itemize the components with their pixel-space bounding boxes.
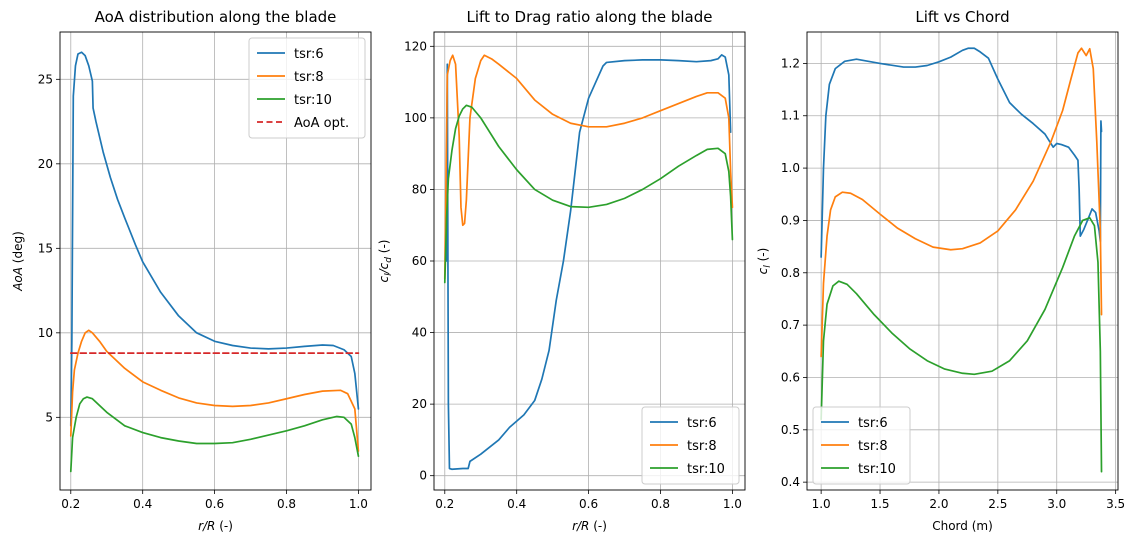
x-tick-label: 1.5 <box>870 497 889 511</box>
series-line-tsr-8 <box>69 329 360 452</box>
legend-label: tsr:10 <box>858 462 896 477</box>
y-tick-label: 0.8 <box>781 266 800 280</box>
series-line-tsr-6 <box>69 51 360 427</box>
legend-box <box>812 406 911 485</box>
y-tick-label: 10 <box>38 326 53 340</box>
legend-label: tsr:6 <box>687 416 717 431</box>
x-tick-label: 2.5 <box>988 497 1007 511</box>
x-axis-label: r/R (-) <box>572 519 607 533</box>
y-tick-label: 1.2 <box>781 56 800 70</box>
y-tick-label: 0.6 <box>781 370 800 384</box>
series-line-tsr-8 <box>820 47 1103 358</box>
y-tick-label: 0 <box>419 469 427 483</box>
legend-box <box>641 406 740 485</box>
x-tick-label: 1.0 <box>349 497 368 511</box>
x-tick-label: 0.6 <box>205 497 224 511</box>
x-tick-label: 0.2 <box>61 497 80 511</box>
y-tick-label: 80 <box>412 182 427 196</box>
y-tick-label: 5 <box>45 410 53 424</box>
legend-label: tsr:8 <box>294 70 324 85</box>
plot-frame <box>433 31 746 491</box>
y-tick-label: 0.9 <box>781 213 800 227</box>
series-line-tsr-10 <box>443 104 734 284</box>
x-tick-label: 0.2 <box>435 497 454 511</box>
aoa-chart-title: AoA distribution along the blade <box>95 8 337 26</box>
series-line-tsr-10 <box>820 216 1103 473</box>
plot-frame <box>59 31 372 491</box>
x-tick-label: 1.0 <box>812 497 831 511</box>
plot-frame <box>806 31 1119 491</box>
y-tick-label: 20 <box>412 397 427 411</box>
x-tick-label: 1.0 <box>723 497 742 511</box>
y-tick-label: 25 <box>38 72 53 86</box>
y-tick-label: 40 <box>412 326 427 340</box>
legend: tsr:6 tsr:8 tsr:10 AoA opt. <box>248 37 366 139</box>
legend: tsr:6 tsr:8 tsr:10 <box>812 406 911 485</box>
legend-label: AoA opt. <box>294 116 349 131</box>
aoa-panel: AoA distribution along the blade 0.2 0.4 0… <box>11 8 372 533</box>
y-tick-label: 0.7 <box>781 318 800 332</box>
y-tick-label: 120 <box>404 39 427 53</box>
y-tick-label: 20 <box>38 157 53 171</box>
legend-label: tsr:10 <box>687 462 725 477</box>
y-axis-label: cl (-) <box>756 248 773 275</box>
legend-label: tsr:6 <box>858 416 888 431</box>
lift-chord-panel: Lift vs Chord 1.0 1.5 2.0 2.5 3.0 3.5 0.4 0.5 0.… <box>756 8 1125 533</box>
legend-label: tsr:10 <box>294 93 332 108</box>
x-tick-label: 0.4 <box>507 497 526 511</box>
legend-label: tsr:8 <box>687 439 717 454</box>
legend: tsr:6 tsr:8 tsr:10 <box>641 406 740 485</box>
series-line-tsr-8 <box>443 54 734 280</box>
y-tick-label: 0.5 <box>781 423 800 437</box>
legend-label: tsr:6 <box>294 47 324 62</box>
lift-drag-panel: Lift to Drag ratio along the blade 0.2 0.… <box>377 8 746 533</box>
x-tick-label: 0.8 <box>651 497 670 511</box>
y-tick-label: 60 <box>412 254 427 268</box>
y-axis-label: cl/cd (-) <box>377 239 394 282</box>
series-line-tsr-10 <box>69 396 360 473</box>
legend-box <box>248 37 366 139</box>
y-tick-label: 100 <box>404 111 427 125</box>
series-line-tsr-6 <box>820 47 1103 258</box>
x-tick-label: 3.5 <box>1106 497 1125 511</box>
x-tick-label: 3.0 <box>1047 497 1066 511</box>
x-tick-label: 0.8 <box>277 497 296 511</box>
y-tick-label: 1.1 <box>781 109 800 123</box>
lift-chord-chart-title: Lift vs Chord <box>915 8 1009 26</box>
y-tick-label: 15 <box>38 241 53 255</box>
series-line-tsr-6 <box>445 54 732 471</box>
legend-label: tsr:8 <box>858 439 888 454</box>
x-axis-label: Chord (m) <box>932 519 993 533</box>
x-tick-label: 2.0 <box>929 497 948 511</box>
y-axis-label: AoA (deg) <box>11 231 25 292</box>
x-tick-label: 0.6 <box>579 497 598 511</box>
lift-drag-chart-title: Lift to Drag ratio along the blade <box>467 8 713 26</box>
y-tick-label: 0.4 <box>781 475 800 489</box>
x-tick-label: 0.4 <box>133 497 152 511</box>
x-axis-label: r/R (-) <box>198 519 233 533</box>
y-tick-label: 1.0 <box>781 161 800 175</box>
